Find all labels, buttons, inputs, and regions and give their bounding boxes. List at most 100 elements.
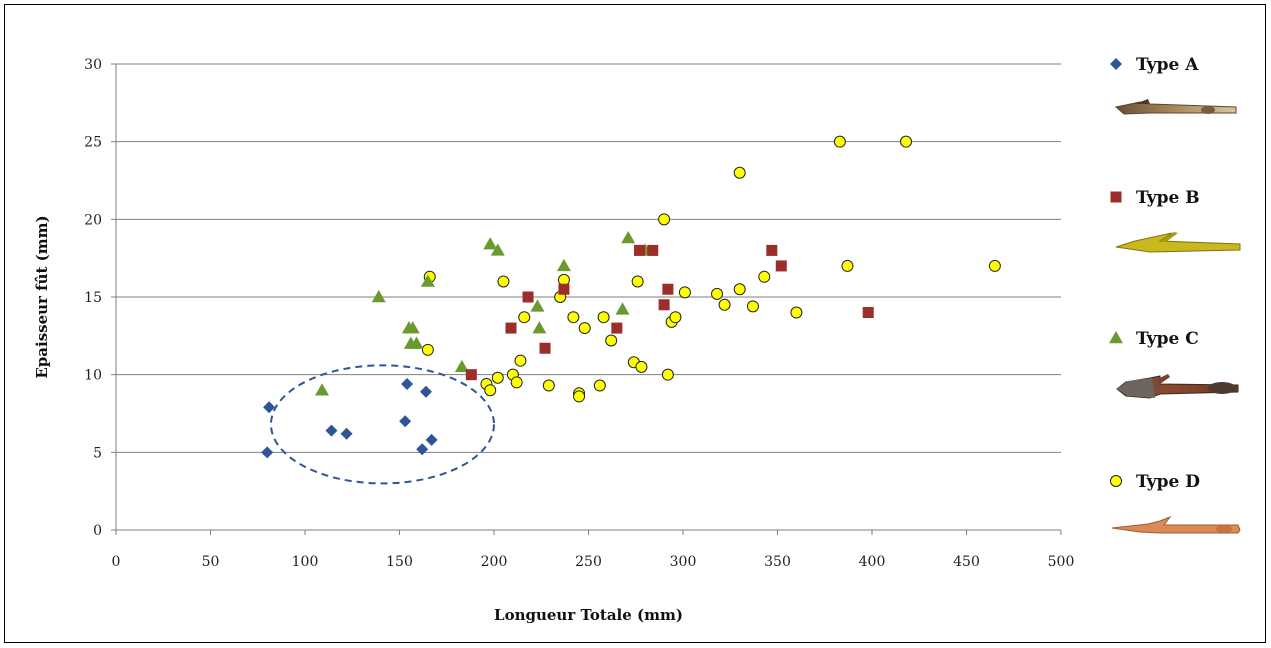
x-tick-label: 500 xyxy=(1048,554,1075,570)
type-c-point xyxy=(405,321,420,334)
x-tick-label: 350 xyxy=(764,554,791,570)
type-c-point xyxy=(621,230,636,244)
type-d-point xyxy=(518,311,531,324)
gridlines xyxy=(116,63,1061,453)
type-d-point xyxy=(573,390,586,403)
type-d-point xyxy=(635,360,648,373)
y-tick-label: 20 xyxy=(84,212,102,228)
type-a-point xyxy=(325,424,338,437)
type-b-legend-label: Type B xyxy=(1136,188,1200,208)
type-d-point xyxy=(567,311,580,324)
type-b-point xyxy=(522,291,534,303)
type-c-legend-marker xyxy=(1109,331,1123,344)
x-tick-label: 450 xyxy=(953,554,980,570)
type-b-point xyxy=(505,322,517,334)
x-tick-label: 200 xyxy=(481,554,508,570)
type-a-point xyxy=(263,401,276,414)
type-c-point xyxy=(556,258,571,272)
type-d-point xyxy=(578,322,591,335)
type-c-point xyxy=(371,290,386,303)
type-d-point xyxy=(678,286,691,299)
type-a-point xyxy=(399,415,412,428)
x-tick-label: 150 xyxy=(386,554,413,570)
x-axis-title: Longueur Totale (mm) xyxy=(494,606,683,624)
y-tick-label: 25 xyxy=(84,135,102,151)
type-d-legend-label: Type D xyxy=(1136,472,1200,492)
y-tick-label: 0 xyxy=(93,523,102,539)
type-d-point xyxy=(711,287,724,300)
type-d-point xyxy=(605,334,618,347)
type-d-point xyxy=(658,213,671,226)
y-tick-label: 15 xyxy=(84,290,102,306)
type-b-point xyxy=(658,299,670,311)
type-c-point xyxy=(530,299,545,312)
x-tick-label: 0 xyxy=(112,554,121,570)
type-d-point xyxy=(900,135,913,148)
type-b-point xyxy=(775,260,787,272)
type-b-point xyxy=(662,283,674,295)
type-a-point xyxy=(416,443,429,456)
type-a-point xyxy=(401,377,414,390)
type-a-legend-marker xyxy=(1110,58,1122,70)
type-d-point xyxy=(733,166,746,179)
type-a-point xyxy=(261,446,274,459)
type-b-point xyxy=(647,244,659,256)
y-tick-label: 30 xyxy=(84,57,102,73)
type-d-point xyxy=(833,135,846,148)
type-c-point xyxy=(420,274,435,287)
type-d-point xyxy=(669,311,682,324)
type-d-point xyxy=(746,300,759,313)
type-a-image xyxy=(1114,99,1237,115)
type-b-point xyxy=(611,322,623,334)
type-c-image xyxy=(1116,374,1239,399)
type-d-point xyxy=(484,384,497,397)
x-tick-label: 250 xyxy=(575,554,602,570)
type-d-point xyxy=(841,259,854,272)
x-tick-label: 400 xyxy=(859,554,886,570)
type-b-point xyxy=(862,307,874,319)
type-a-legend-label: Type A xyxy=(1136,55,1199,75)
type-d-point xyxy=(510,376,523,389)
type-a-point xyxy=(419,385,432,398)
type-d-point xyxy=(593,379,606,392)
type-c-point xyxy=(409,336,424,349)
x-tick-label: 50 xyxy=(202,554,220,570)
type-c-point xyxy=(483,237,498,250)
y-tick-label: 5 xyxy=(93,445,102,461)
type-c-point xyxy=(532,321,547,334)
type-c-point xyxy=(490,243,505,256)
type-d-point xyxy=(497,275,510,288)
type-d-point xyxy=(790,306,803,319)
type-d-point xyxy=(631,275,644,288)
type-b-point xyxy=(539,342,551,354)
legend: Type A Type B Type C Type D xyxy=(1109,55,1241,534)
type-b-point xyxy=(766,244,778,256)
y-tick-label: 10 xyxy=(84,368,102,384)
type-d-legend-marker xyxy=(1110,475,1122,487)
type-c-point xyxy=(615,302,630,315)
data-points xyxy=(261,135,1001,459)
type-d-point xyxy=(988,259,1001,272)
type-d-point xyxy=(661,368,674,381)
type-b-image xyxy=(1115,232,1241,253)
type-b-legend-marker xyxy=(1110,191,1122,203)
type-d-point xyxy=(421,343,434,356)
type-c-legend-label: Type C xyxy=(1136,329,1199,349)
chart-frame xyxy=(4,4,1266,643)
type-d-point xyxy=(597,311,610,324)
type-c-point xyxy=(454,359,469,373)
type-a-cluster-ellipse xyxy=(269,364,495,485)
type-d-point xyxy=(758,270,771,283)
annotations xyxy=(269,364,495,485)
type-b-point xyxy=(465,369,477,381)
type-d-image xyxy=(1111,515,1241,534)
type-a-point xyxy=(425,433,438,446)
type-b-point xyxy=(558,283,570,295)
type-d-point xyxy=(718,298,731,311)
type-b-point xyxy=(634,244,646,256)
x-tick-label: 100 xyxy=(292,554,319,570)
type-d-point xyxy=(491,371,504,384)
type-d-point xyxy=(542,379,555,392)
